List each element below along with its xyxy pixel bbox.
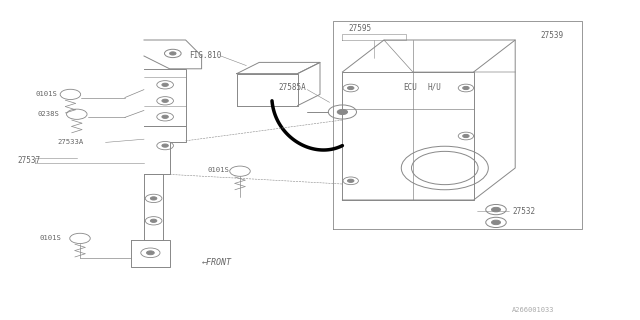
Text: 27539: 27539 bbox=[541, 31, 564, 40]
Text: ECU: ECU bbox=[403, 83, 417, 92]
Circle shape bbox=[348, 86, 354, 90]
Circle shape bbox=[150, 197, 157, 200]
Text: 0101S: 0101S bbox=[35, 92, 57, 97]
Text: 27532: 27532 bbox=[512, 207, 535, 216]
Text: 0101S: 0101S bbox=[40, 235, 61, 241]
Circle shape bbox=[147, 251, 154, 255]
Circle shape bbox=[162, 144, 168, 147]
Circle shape bbox=[162, 115, 168, 118]
Text: A266001033: A266001033 bbox=[512, 308, 554, 313]
Text: 0101S: 0101S bbox=[208, 167, 230, 173]
Circle shape bbox=[337, 109, 348, 115]
Circle shape bbox=[162, 83, 168, 86]
Text: 27537: 27537 bbox=[17, 156, 40, 165]
Text: 27585A: 27585A bbox=[278, 83, 306, 92]
Circle shape bbox=[162, 99, 168, 102]
Text: 27533A: 27533A bbox=[58, 140, 84, 145]
Circle shape bbox=[150, 219, 157, 222]
Circle shape bbox=[348, 179, 354, 182]
Circle shape bbox=[492, 220, 500, 225]
Circle shape bbox=[463, 134, 469, 138]
Text: FIG.810: FIG.810 bbox=[189, 51, 221, 60]
Text: H/U: H/U bbox=[428, 83, 442, 92]
Text: ←FRONT: ←FRONT bbox=[202, 258, 232, 267]
Circle shape bbox=[170, 52, 176, 55]
Text: 27595: 27595 bbox=[349, 24, 372, 33]
Circle shape bbox=[463, 86, 469, 90]
Text: 0238S: 0238S bbox=[37, 111, 59, 117]
Circle shape bbox=[492, 207, 500, 212]
